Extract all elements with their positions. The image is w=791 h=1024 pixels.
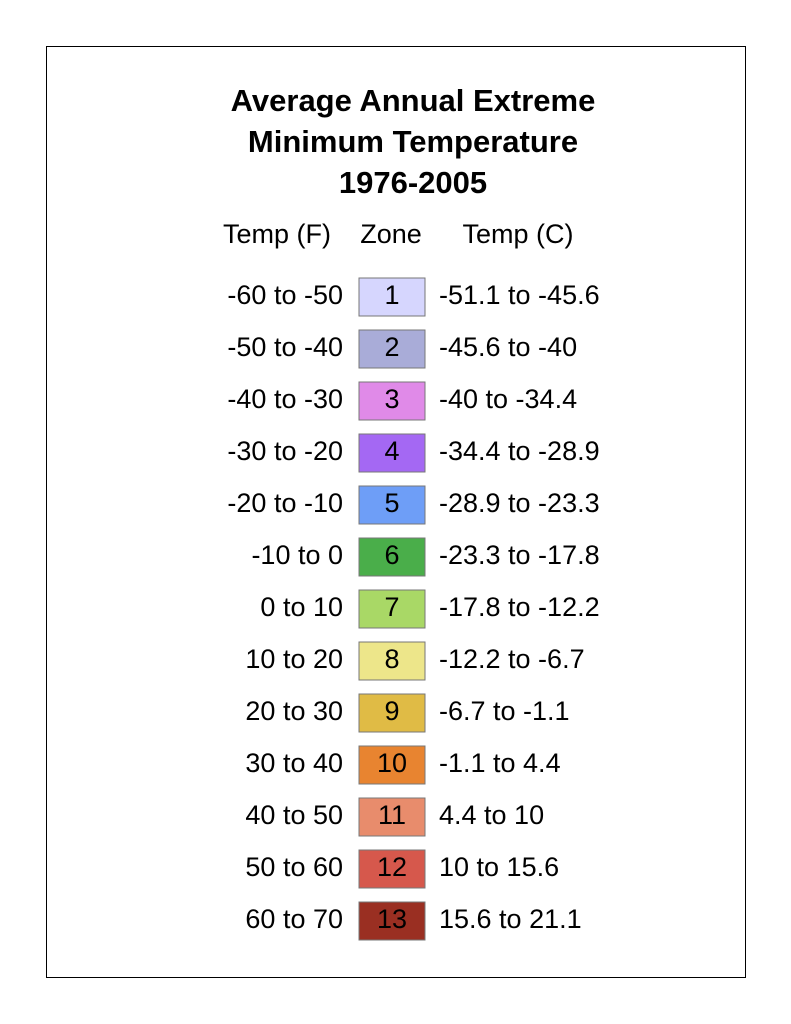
zone-swatch xyxy=(358,589,426,629)
temp-c: -17.8 to -12.2 xyxy=(439,592,600,622)
temp-f: -50 to -40 xyxy=(227,332,343,362)
zone-swatch xyxy=(358,745,426,785)
temp-f: 10 to 20 xyxy=(245,644,343,674)
temp-f: -60 to -50 xyxy=(227,280,343,310)
zone-number: 10 xyxy=(377,748,407,778)
header-temp-c: Temp (C) xyxy=(462,219,573,249)
temp-c: -40 to -34.4 xyxy=(439,384,577,414)
temp-c: -45.6 to -40 xyxy=(439,332,577,362)
title-line: 1976-2005 xyxy=(339,165,487,200)
temp-f: 30 to 40 xyxy=(245,748,343,778)
zone-number: 3 xyxy=(384,384,399,414)
temp-f: 20 to 30 xyxy=(245,696,343,726)
zone-swatch xyxy=(358,329,426,369)
temp-c: -12.2 to -6.7 xyxy=(439,644,585,674)
zone-number: 1 xyxy=(384,280,399,310)
temp-f: 40 to 50 xyxy=(245,800,343,830)
zone-number: 8 xyxy=(384,644,399,674)
temp-f: -40 to -30 xyxy=(227,384,343,414)
zone-number: 13 xyxy=(377,904,407,934)
zone-swatch xyxy=(358,641,426,681)
zone-swatch xyxy=(358,901,426,941)
header-temp-f: Temp (F) xyxy=(223,219,331,249)
zone-swatch xyxy=(358,797,426,837)
temp-c: 10 to 15.6 xyxy=(439,852,559,882)
temp-c: 4.4 to 10 xyxy=(439,800,544,830)
zone-number: 9 xyxy=(384,696,399,726)
temp-c: -6.7 to -1.1 xyxy=(439,696,570,726)
temp-f: -20 to -10 xyxy=(227,488,343,518)
zone-number: 12 xyxy=(377,852,407,882)
title-line: Minimum Temperature xyxy=(248,124,578,159)
title-line: Average Annual Extreme xyxy=(231,83,596,118)
temp-f: 60 to 70 xyxy=(245,904,343,934)
zone-swatch xyxy=(358,537,426,577)
temp-c: -51.1 to -45.6 xyxy=(439,280,600,310)
zone-swatch xyxy=(358,485,426,525)
temp-c: -34.4 to -28.9 xyxy=(439,436,600,466)
temp-c: -28.9 to -23.3 xyxy=(439,488,600,518)
zone-number: 4 xyxy=(384,436,399,466)
zone-number: 11 xyxy=(378,800,406,830)
zone-number: 7 xyxy=(384,592,399,622)
temp-c: 15.6 to 21.1 xyxy=(439,904,582,934)
temp-c: -23.3 to -17.8 xyxy=(439,540,600,570)
zone-swatch xyxy=(358,381,426,421)
zone-swatch xyxy=(358,277,426,317)
zone-number: 6 xyxy=(384,540,399,570)
temp-c: -1.1 to 4.4 xyxy=(439,748,561,778)
zone-number: 5 xyxy=(384,488,399,518)
temp-f: 50 to 60 xyxy=(245,852,343,882)
temp-f: -10 to 0 xyxy=(251,540,343,570)
header-zone: Zone xyxy=(360,219,422,249)
zone-swatch xyxy=(358,849,426,889)
temp-f: -30 to -20 xyxy=(227,436,343,466)
zone-swatch xyxy=(358,693,426,733)
zone-swatch xyxy=(358,433,426,473)
zone-number: 2 xyxy=(384,332,399,362)
temp-f: 0 to 10 xyxy=(260,592,343,622)
